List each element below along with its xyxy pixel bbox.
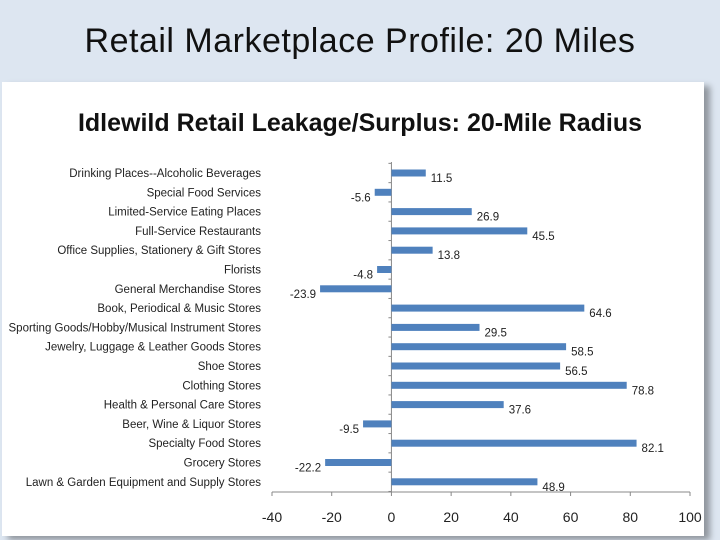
bar	[391, 227, 528, 235]
bar	[391, 246, 433, 254]
bars	[320, 169, 637, 486]
value-label: 48.9	[542, 482, 564, 494]
value-label: 11.5	[431, 173, 453, 185]
value-label: 56.5	[565, 366, 587, 378]
value-label: 37.6	[509, 405, 531, 417]
x-tick-label: -40	[262, 509, 282, 525]
value-label: 45.5	[532, 231, 554, 243]
x-tick-label: 60	[563, 509, 579, 525]
category-label: Jewelry, Luggage & Leather Goods Stores	[45, 342, 261, 354]
bar	[374, 188, 392, 196]
value-label: 58.5	[571, 347, 593, 359]
category-label: Full-Service Restaurants	[135, 226, 261, 238]
category-label: Specialty Food Stores	[148, 438, 261, 450]
value-labels: 11.5 -5.6 26.9 45.5 13.8 -4.8 -23.9 64.6 29.5 58.…	[290, 173, 664, 494]
bar	[377, 266, 392, 273]
bar	[391, 362, 561, 370]
value-label: -9.5	[339, 424, 359, 436]
bar	[391, 401, 504, 409]
category-label: Shoe Stores	[198, 361, 262, 373]
value-label: 13.8	[438, 250, 460, 262]
bar	[391, 439, 637, 447]
category-label: Drinking Places--Alcoholic Beverages	[69, 168, 261, 180]
category-label: Grocery Stores	[184, 458, 262, 470]
value-label: -22.2	[295, 463, 321, 475]
value-label: 78.8	[632, 385, 654, 397]
category-label: Book, Periodical & Music Stores	[97, 303, 261, 315]
x-tick-label: 40	[503, 509, 519, 525]
category-label: Lawn & Garden Equipment and Supply Store…	[26, 477, 262, 489]
category-labels: Drinking Places--Alcoholic Beverages Spec…	[9, 168, 262, 489]
tick-labels: -40 -20 0 20 40 60 80 100	[262, 509, 702, 525]
bar	[391, 169, 426, 177]
chart-frame: Idlewild Retail Leakage/Surplus: 20-Mile…	[2, 82, 704, 536]
chart-title: Idlewild Retail Leakage/Surplus: 20-Mile…	[78, 109, 642, 137]
category-label: Limited-Service Eating Places	[108, 207, 261, 219]
category-label: Office Supplies, Stationery & Gift Store…	[57, 245, 261, 257]
bar	[363, 420, 392, 428]
bar	[391, 381, 627, 389]
x-tick-label: 20	[443, 509, 459, 525]
bar	[391, 208, 472, 216]
value-label: 64.6	[589, 308, 611, 320]
category-label: Health & Personal Care Stores	[104, 400, 261, 412]
x-tick-label: 100	[678, 509, 702, 525]
category-label: General Merchandise Stores	[115, 284, 262, 296]
category-label: Clothing Stores	[182, 380, 261, 392]
bar	[320, 285, 392, 293]
value-label: 29.5	[485, 327, 507, 339]
slide-title: Retail Marketplace Profile: 20 Miles	[84, 22, 636, 60]
bar	[325, 459, 392, 466]
x-tick-label: 80	[622, 509, 638, 525]
value-label: -4.8	[353, 270, 373, 282]
value-label: 26.9	[477, 212, 499, 224]
category-label: Florists	[224, 265, 261, 277]
value-label: -5.6	[351, 192, 371, 204]
bar	[391, 343, 567, 351]
x-tick-label: 0	[388, 509, 396, 525]
category-label: Sporting Goods/Hobby/Musical Instrument …	[9, 322, 262, 334]
category-label: Beer, Wine & Liquor Stores	[122, 419, 261, 431]
x-tick-label: -20	[322, 509, 342, 525]
leakage-surplus-chart: Idlewild Retail Leakage/Surplus: 20-Mile…	[9, 109, 702, 525]
bar	[391, 304, 585, 312]
bar	[391, 323, 480, 331]
bar	[391, 478, 538, 486]
value-label: -23.9	[290, 289, 316, 301]
category-label: Special Food Services	[147, 187, 262, 199]
value-label: 82.1	[642, 443, 664, 455]
